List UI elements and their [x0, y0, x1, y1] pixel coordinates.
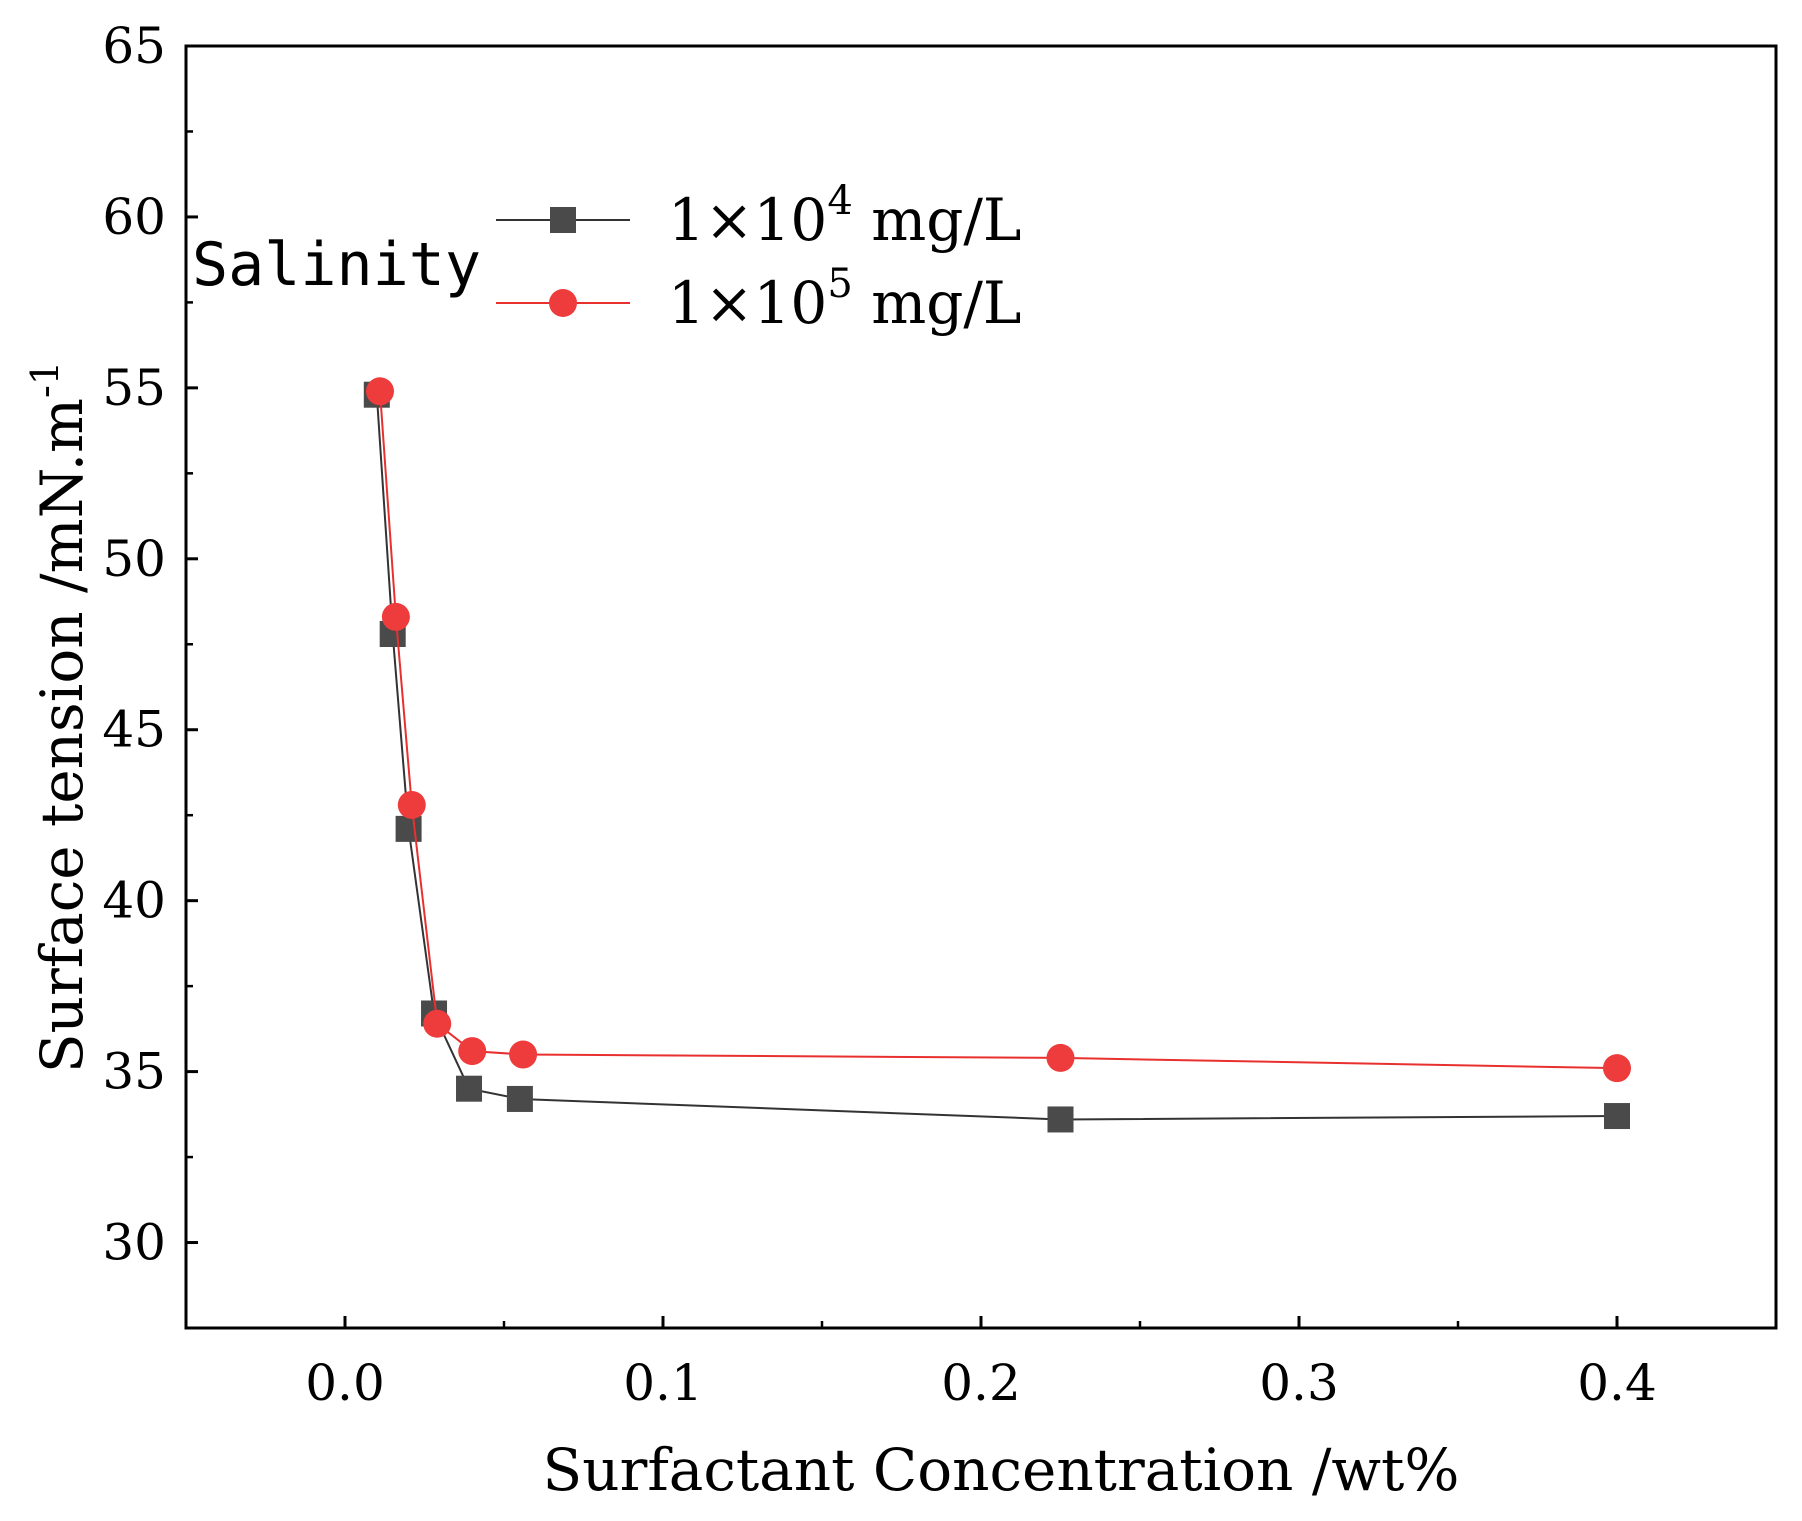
legend-label: 1×105 mg/L — [668, 261, 1021, 337]
data-point-square — [1047, 1106, 1074, 1133]
y-tick-label: 40 — [102, 872, 166, 930]
y-tick-label: 60 — [102, 188, 166, 246]
legend-entry-1: 1×104 mg/L — [496, 178, 1021, 254]
data-point-circle — [423, 1009, 452, 1038]
series-2 — [365, 377, 1631, 1083]
x-tick-label: 0.3 — [1259, 1354, 1339, 1412]
y-axis-title-superscript: -1 — [23, 361, 67, 398]
y-tick-label: 30 — [102, 1214, 166, 1272]
x-axis-title: Surfactant Concentration /wt% — [543, 1436, 1460, 1504]
legend-label-prefix: 1×10 — [668, 269, 827, 337]
data-point-circle — [1046, 1043, 1075, 1072]
legend-label-suffix: mg/L — [853, 269, 1022, 337]
data-point-circle — [365, 377, 394, 406]
x-axis: 0.0 0.1 0.2 0.3 0.4 — [305, 1316, 1657, 1412]
series-layer — [363, 377, 1631, 1133]
y-axis: 30 35 40 45 50 55 60 65 — [102, 17, 198, 1272]
y-tick-label: 55 — [102, 359, 166, 417]
legend-marker-circle — [549, 289, 577, 317]
legend-marker-square — [550, 207, 576, 233]
data-point-circle — [1603, 1054, 1631, 1083]
legend-label-suffix: mg/L — [853, 186, 1022, 254]
legend-label-prefix: 1×10 — [668, 186, 827, 254]
legend-title: Salinity — [192, 230, 481, 300]
legend-label: 1×104 mg/L — [668, 178, 1021, 254]
series-line — [375, 394, 1618, 1121]
y-axis-title-text: Surface tension /mN.m — [28, 398, 96, 1073]
data-point-square — [506, 1085, 533, 1112]
series-1 — [363, 381, 1630, 1133]
x-tick-label: 0.0 — [305, 1354, 385, 1412]
y-tick-label: 50 — [102, 530, 166, 588]
y-axis-title: Surface tension /mN.m-1 — [23, 361, 96, 1073]
series-line — [378, 391, 1618, 1070]
legend-label-superscript: 4 — [827, 178, 852, 224]
y-tick-label: 65 — [102, 17, 166, 75]
y-tick-label: 45 — [102, 701, 166, 759]
data-point-square — [1604, 1103, 1630, 1130]
data-point-square — [395, 815, 422, 842]
data-point-square — [456, 1075, 483, 1102]
data-point-circle — [397, 790, 426, 819]
x-tick-label: 0.2 — [941, 1354, 1021, 1412]
legend-label-superscript: 5 — [827, 261, 852, 307]
data-point-circle — [381, 602, 410, 631]
data-point-circle — [458, 1037, 487, 1066]
y-tick-label: 35 — [102, 1043, 166, 1101]
x-tick-label: 0.1 — [623, 1354, 703, 1412]
data-point-circle — [509, 1040, 538, 1069]
legend-entry-2: 1×105 mg/L — [496, 261, 1021, 337]
x-tick-label: 0.4 — [1577, 1354, 1657, 1412]
